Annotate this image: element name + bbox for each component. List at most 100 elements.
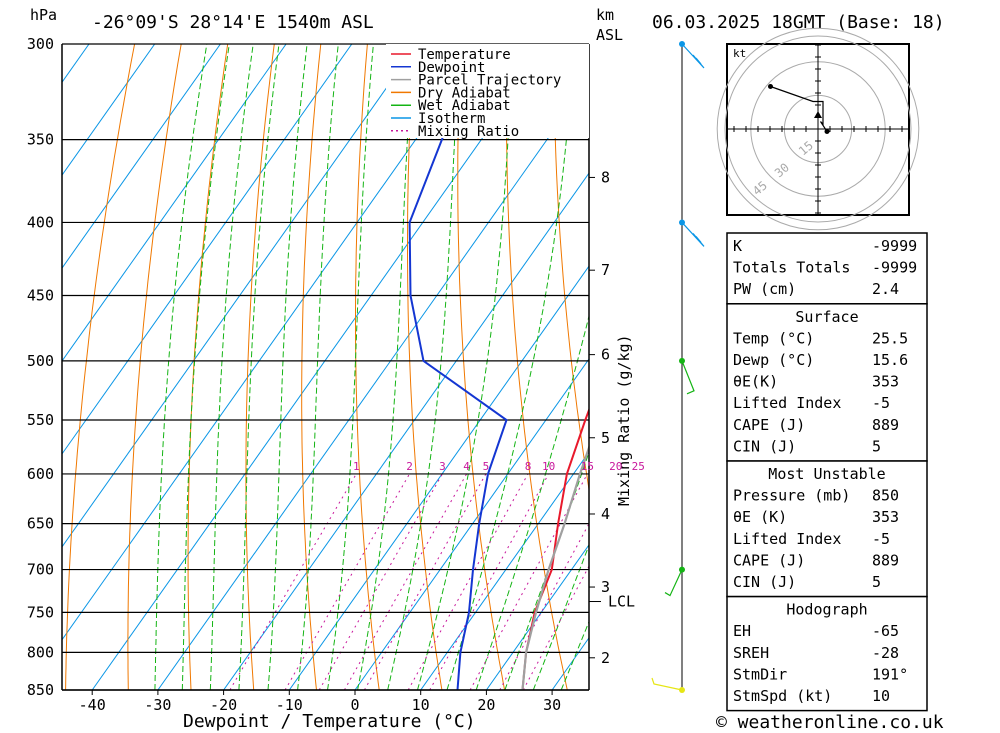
index-table-title: Hodograph [786,601,867,619]
km-tick-label: 8 [601,168,610,186]
wind-barb [651,677,683,691]
index-label: CIN (J) [733,573,796,591]
index-value: -65 [872,622,899,640]
index-label: CAPE (J) [733,551,805,569]
height-unit-label: km [596,6,614,24]
mixing-ratio-label: 3 [439,460,446,473]
pressure-tick-label: 600 [27,465,54,483]
mixing-ratio-line [469,473,588,690]
wet-adiabat [267,44,308,690]
index-value: 889 [872,551,899,569]
wet-adiabat [297,44,339,690]
mixing-ratio-label: 25 [632,460,645,473]
mixing-ratio-line [429,473,550,690]
dry-adiabat [187,44,229,690]
dewpoint-line [408,44,508,690]
wet-adiabat [327,44,374,690]
pressure-unit-label: hPa [30,6,57,24]
index-value: -5 [872,394,890,412]
index-value: 10 [872,687,890,705]
km-tick-label: 7 [601,261,610,279]
index-label: Lifted Index [733,530,841,548]
mixing-ratio-line [343,473,468,690]
isotherm-line [0,44,23,690]
index-label: PW (cm) [733,280,796,298]
pressure-tick-label: 450 [27,287,54,305]
index-tables: K -9999 Totals Totals -9999 PW (cm) 2.4 Surfac… [726,232,928,712]
legend-label: Dry Adiabat [418,85,511,101]
legend-label: Parcel Trajectory [418,73,561,89]
pressure-tick-label: 350 [27,131,54,149]
isotherm-line [91,44,550,690]
index-label: StmSpd (kt) [733,687,832,705]
wind-barb [664,569,683,597]
index-table [726,232,928,305]
dry-adiabat [127,44,182,690]
pressure-tick-label: 400 [27,213,54,231]
legend-box [386,44,589,138]
index-value: 191° [872,665,908,683]
dry-adiabat [553,44,589,493]
x-tick-label: -10 [276,696,303,714]
index-label: SREH [733,644,769,662]
dry-adiabat [355,44,380,690]
mixing-ratio-line [499,522,589,690]
index-value: -5 [872,530,890,548]
wet-adiabat [475,314,589,690]
wet-adiabat [209,44,254,690]
legend-label: Dewpoint [418,60,485,76]
isotherm-line [62,44,221,269]
legend-label: Wet Adiabat [418,98,511,114]
km-tick-label: 4 [601,505,610,523]
index-value: -9999 [872,237,917,255]
mixing-ratio-label: 15 [581,460,594,473]
hodograph-trace [770,85,828,132]
pressure-tick-label: 300 [27,35,54,53]
hodograph-ring-outer [724,35,912,223]
pressure-tick-label: 550 [27,411,54,429]
dry-adiabat [301,44,322,690]
x-tick-label: 0 [350,696,359,714]
index-table-title: Most Unstable [768,465,885,483]
index-value: 2.4 [872,280,899,298]
lcl-label: LCL [608,593,635,611]
index-label: StmDir [733,665,787,683]
index-value: -28 [872,644,899,662]
isotherm-line [157,79,589,690]
pressure-tick-label: 650 [27,515,54,533]
index-value: 15.6 [872,351,908,369]
mixing-ratio-labels: 1 2 3 4 5 8 10 15 20 25 [353,460,645,473]
isotherm-line [354,358,589,690]
dry-adiabat [506,44,568,690]
isotherm-line [485,544,589,690]
wet-adiabat [357,44,414,690]
x-tick-label: -40 [79,696,106,714]
pressure-gridlines: 300 350 400 450 500 550 600 650 700 750 800 850 [27,35,589,699]
wind-profile [651,41,705,693]
pressure-tick-label: 500 [27,352,54,370]
mixing-ratio-lines [229,473,589,690]
hodograph-point [768,84,773,89]
legend-label: Isotherm [418,111,485,127]
wet-adiabat [181,44,230,690]
hodograph-point [824,129,830,134]
index-label: θE(K) [733,373,778,391]
storm-motion-marker [814,111,822,118]
dry-adiabat [245,44,275,690]
index-label: Lifted Index [733,394,841,412]
isotherm-line [62,44,156,177]
hodograph-unit-label: kt [733,47,746,60]
mixing-ratio-label: 8 [525,460,532,473]
mixing-ratio-label: 20 [609,460,622,473]
wind-barb [681,222,705,247]
wind-barb [681,360,695,395]
pressure-tick-label: 850 [27,681,54,699]
isotherm-line [223,172,589,690]
x-tick-label: -20 [210,696,237,714]
mixing-ratio-label: 10 [542,460,555,473]
wet-adiabat [504,450,589,690]
wet-adiabat [238,44,280,690]
pressure-tick-label: 700 [27,561,54,579]
hodograph-ring [716,27,920,231]
